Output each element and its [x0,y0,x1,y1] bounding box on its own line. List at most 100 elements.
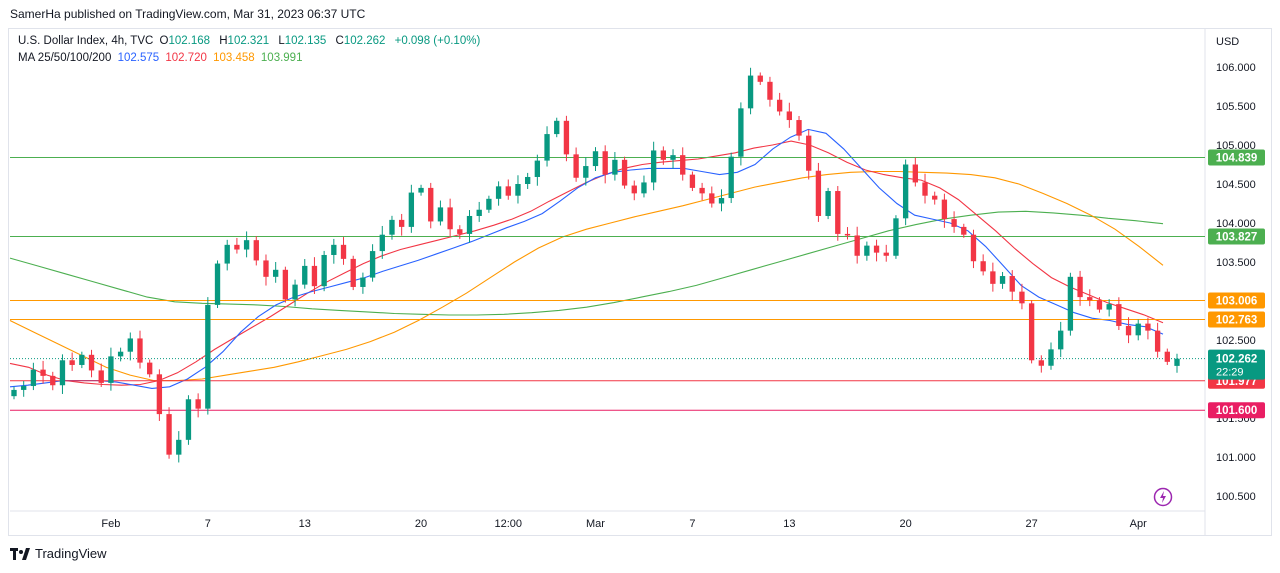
x-tick-label: 7 [205,518,211,530]
candle-body [1009,276,1015,292]
y-tick-label: 100.500 [1216,491,1256,503]
candle-body [59,360,66,386]
candle-body [399,219,405,227]
candle-body [786,111,792,121]
candle-body [40,369,46,376]
candle-body [389,219,395,235]
level-price-label: 104.839 [1216,153,1258,165]
legend-symbol: U.S. Dollar Index, 4h, TVC [18,35,154,47]
candle-body [815,170,822,216]
candle-body [137,338,143,363]
candle-body [544,134,550,161]
candle-body [864,245,870,256]
candle-body [825,191,831,216]
candle-body [1028,303,1035,361]
candle-body [88,354,95,371]
candle-body [554,120,560,135]
candle-body [747,75,754,109]
candle-body [990,271,996,284]
candle-body [1058,330,1064,350]
candle-body [147,362,153,375]
chart-frame [8,28,1272,536]
candle-body [79,354,85,365]
candle-body [1096,300,1103,310]
x-tick-label: 20 [900,518,912,530]
candle-body [1145,323,1151,331]
candle-body [282,269,289,300]
footer: TradingView [10,546,107,561]
candle-body [641,182,647,194]
candle-body [243,240,250,250]
top-bar: SamerHa published on TradingView.com, Ma… [0,0,1280,28]
candle-body [1038,360,1044,366]
y-tick-label: 104.000 [1216,218,1256,230]
candle-body [437,207,444,222]
candle-body [1125,325,1132,336]
candle-body [234,244,240,250]
candle-body [205,304,211,409]
y-tick-label: 106.000 [1216,62,1256,74]
candle-body [21,386,27,390]
candle-body [612,159,618,175]
y-tick-label: 102.500 [1216,335,1256,347]
level-price-tag [1208,402,1265,419]
candle-body [932,195,938,200]
candle-body [253,240,259,261]
candle-body [573,154,579,178]
candle-body [340,244,347,259]
candle-body [873,245,880,253]
candle-body [776,99,783,112]
candle-body [602,151,608,175]
candle-body [767,81,773,100]
candle-body [176,439,182,455]
last-price-label: 102.262 [1216,354,1258,366]
candle-body [970,234,977,262]
candle-body [292,284,298,300]
candle-body [98,370,104,383]
candle-body [883,252,889,256]
candle-body [505,186,511,196]
candle-body [631,185,637,194]
candle-body [263,260,269,277]
candle-body [11,389,17,397]
candle-body [447,207,453,230]
candle-body [844,233,851,236]
level-price-label: 103.827 [1216,231,1258,243]
candle-body [1048,349,1054,366]
x-tick-label: 13 [783,518,795,530]
ma200-line [9,210,1164,316]
candle-body [912,164,918,183]
level-price-label: 102.763 [1216,314,1258,326]
candle-body [709,193,715,204]
y-tick-label: 101.000 [1216,452,1256,464]
candle-body [951,219,957,227]
level-price-tag [1208,311,1265,328]
candle-body [1174,358,1180,366]
x-tick-label: 27 [1026,518,1038,530]
candle-body [524,176,531,184]
x-tick-label: 7 [689,518,695,530]
candle-body [224,244,230,264]
level-price-tag [1208,292,1265,309]
candle-body [854,235,860,256]
candle-body [117,351,124,357]
candle-body [835,191,841,234]
legend-ma100: 103.458 [213,52,255,64]
candle-body [408,192,415,227]
legend-open: O102.168 [159,35,211,47]
candle-body [583,166,589,178]
candle-body [321,254,327,287]
candle-body [534,160,541,177]
candle-body [1019,291,1025,304]
lightning-icon[interactable] [1153,487,1173,507]
candle-body [486,198,492,210]
level-price-label: 103.006 [1216,296,1258,308]
y-tick-label: 104.500 [1216,179,1256,191]
candle-body [360,277,366,287]
legend-close: C102.262 [335,35,386,47]
legend-change: +0.098 (+0.10%) [394,35,481,47]
candle-body [1116,304,1122,326]
last-price-tag [1208,349,1265,380]
candle-body [466,215,473,234]
